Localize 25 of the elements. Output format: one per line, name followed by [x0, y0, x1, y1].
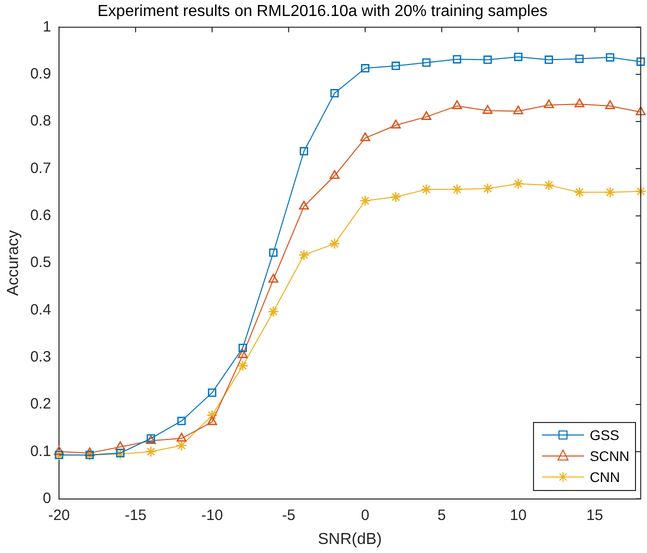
x-tick-label: 15	[586, 506, 604, 524]
y-tick-label: 0.4	[30, 301, 52, 318]
y-tick-label: 0	[42, 490, 52, 507]
y-tick-label: 0.9	[30, 66, 52, 82]
y-tick-label: 0.1	[30, 442, 52, 460]
legend-label: SCNN	[590, 448, 630, 464]
x-tick-label: 10	[510, 506, 527, 524]
y-tick-label: 1	[42, 18, 52, 36]
y-tick-label: 0.3	[30, 348, 52, 366]
legend-label: GSS	[590, 427, 620, 444]
x-tick-label: -20	[48, 506, 70, 524]
x-tick-label: -10	[201, 506, 223, 524]
y-axis-title: Accuracy	[5, 230, 22, 296]
x-tick-label: 5	[438, 506, 446, 524]
chart-title: Experiment results on RML2016.10a with 20% training samples	[97, 3, 548, 20]
y-tick-label: 0.2	[30, 396, 52, 413]
x-axis-title: SNR(dB)	[318, 530, 382, 548]
x-tick-label: 0	[361, 506, 370, 524]
y-tick-label: 0.7	[30, 160, 52, 177]
x-tick-label: -5	[282, 506, 296, 524]
y-tick-label: 0.8	[30, 112, 52, 130]
legend-label: CNN	[590, 469, 620, 486]
x-tick-label: -15	[124, 506, 146, 524]
y-tick-label: 0.5	[30, 254, 52, 272]
y-tick-label: 0.6	[30, 206, 52, 224]
